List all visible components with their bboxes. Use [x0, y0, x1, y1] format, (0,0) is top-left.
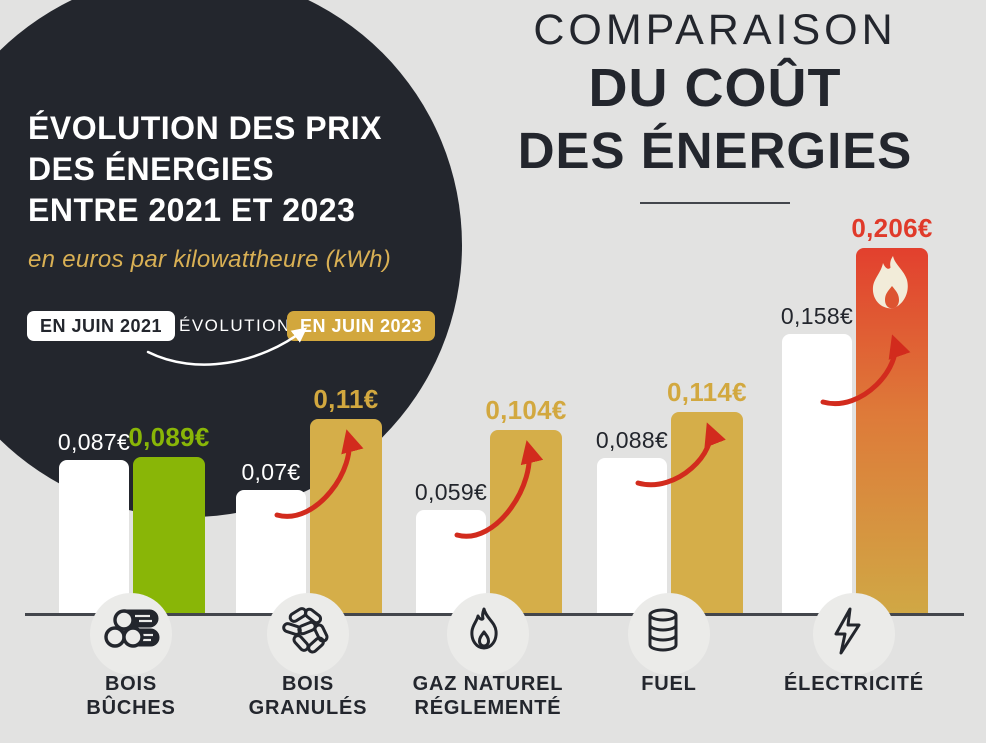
value-label-2023-bois-granules: 0,11€ — [313, 384, 379, 414]
value-label-2023-bois-buches: 0,089€ — [128, 422, 210, 452]
category-label-fuel: FUEL — [641, 673, 697, 695]
legend-badge-2021: EN JUIN 2021 — [27, 311, 176, 341]
value-label-2021-bois-buches: 0,087€ — [57, 429, 131, 455]
value-label-2021-bois-granules: 0,07€ — [241, 459, 301, 485]
intro-title-line2: DES ÉNERGIES — [28, 151, 275, 187]
category-label-bois-buches: BOIS BÛCHES — [86, 673, 176, 719]
legend-evolution-label: ÉVOLUTION — [179, 316, 291, 335]
bar-2023-electricite — [856, 248, 928, 615]
category-label-bois-granules: BOIS GRANULÉS — [248, 673, 368, 719]
value-label-2023-fuel: 0,114€ — [667, 377, 747, 407]
lightning-icon — [827, 606, 867, 661]
value-label-2021-gaz-naturel-reglemente: 0,059€ — [414, 479, 488, 505]
intro-dark-circle — [0, 0, 462, 517]
intro-subtitle: en euros par kilowattheure (kWh) — [28, 246, 392, 273]
pellets-icon — [281, 606, 331, 659]
main-title-line3: DES ÉNERGIES — [517, 122, 913, 179]
flame-badge-icon — [863, 255, 921, 328]
value-label-2021-electricite: 0,158€ — [780, 303, 854, 329]
category-icon-circle-bois-granules — [267, 593, 349, 675]
bar-2021-electricite — [782, 334, 852, 615]
intro-title: ÉVOLUTION DES PRIX DES ÉNERGIES ENTRE 20… — [28, 108, 382, 231]
bar-2021-fuel — [597, 458, 667, 615]
value-label-2023-electricite: 0,206€ — [851, 213, 933, 243]
category-label-gaz-naturel-reglemente: GAZ NATUREL RÉGLEMENTÉ — [412, 673, 564, 719]
logs-icon — [104, 606, 160, 657]
bar-2021-bois-buches — [59, 460, 129, 615]
category-icon-circle-fuel — [628, 593, 710, 675]
fuel-barrel-icon — [642, 606, 684, 661]
intro-title-line3: ENTRE 2021 ET 2023 — [28, 192, 356, 228]
bar-2023-gaz-naturel-reglemente — [490, 430, 562, 615]
value-label-2023-gaz-naturel-reglemente: 0,104€ — [485, 395, 567, 425]
category-label-electricite: ÉLECTRICITÉ — [784, 673, 924, 695]
main-title-line2: DU COÛT — [588, 58, 842, 118]
title-divider — [640, 202, 790, 204]
bar-2023-bois-buches — [133, 457, 205, 615]
main-title-line1: COMPARAISON — [533, 6, 897, 54]
intro-title-line1: ÉVOLUTION DES PRIX — [28, 110, 382, 146]
main-title: COMPARAISON DU COÛT DES ÉNERGIES — [450, 6, 980, 204]
value-label-2021-fuel: 0,088€ — [595, 427, 669, 453]
bar-2023-bois-granules — [310, 419, 382, 615]
category-icon-circle-gaz-naturel-reglemente — [447, 593, 529, 675]
legend-badge-2023: EN JUIN 2023 — [287, 311, 436, 341]
gas-flame-icon — [461, 606, 507, 663]
